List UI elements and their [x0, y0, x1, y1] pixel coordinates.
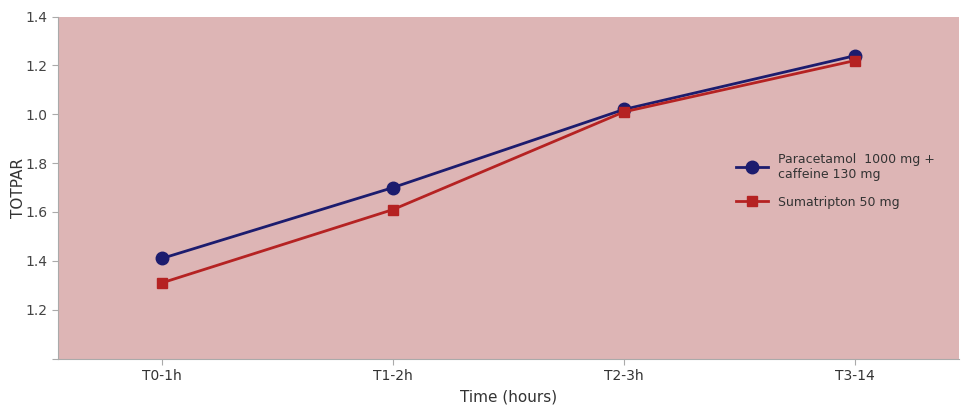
Paracetamol  1000 mg +
caffeine 130 mg: [617, 107, 629, 112]
X-axis label: Time (hours): Time (hours): [459, 390, 556, 405]
Sumatripton 50 mg: [387, 207, 398, 212]
Paracetamol  1000 mg +
caffeine 130 mg: [387, 185, 398, 190]
Sumatripton 50 mg: [848, 58, 860, 63]
Paracetamol  1000 mg +
caffeine 130 mg: [156, 256, 168, 261]
Legend: Paracetamol  1000 mg +
caffeine 130 mg, Sumatripton 50 mg: Paracetamol 1000 mg + caffeine 130 mg, S…: [735, 153, 934, 209]
Line: Sumatripton 50 mg: Sumatripton 50 mg: [157, 56, 859, 288]
Sumatripton 50 mg: [156, 280, 168, 285]
Sumatripton 50 mg: [617, 109, 629, 114]
Line: Paracetamol  1000 mg +
caffeine 130 mg: Paracetamol 1000 mg + caffeine 130 mg: [156, 50, 860, 265]
Paracetamol  1000 mg +
caffeine 130 mg: [848, 53, 860, 58]
Y-axis label: TOTPAR: TOTPAR: [11, 158, 26, 218]
